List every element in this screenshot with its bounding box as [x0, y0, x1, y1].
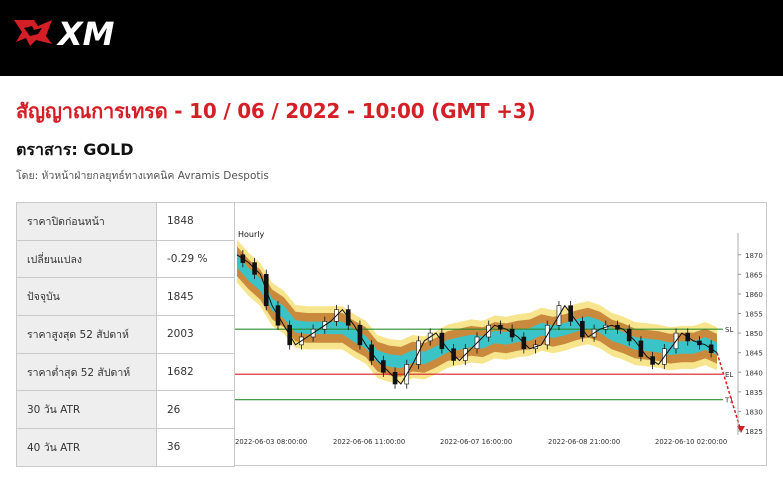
x-tick-label: 2022-06-07 16:00:00 [440, 438, 512, 446]
x-tick-label: 2022-06-06 11:00:00 [333, 438, 405, 446]
y-tick-label: 1840 [745, 369, 763, 377]
band-light [237, 239, 717, 384]
logo-text: XM [56, 15, 115, 50]
price-line [236, 254, 718, 385]
stat-value: 26 [156, 390, 235, 430]
y-tick-label: 1835 [745, 389, 763, 397]
stats-table: ราคาปิดก่อนหน้า 1848 เปลี่ยนแปลง -0.29 % ปัจ… [16, 202, 235, 467]
instrument-label: ตราสาร: GOLD [16, 140, 134, 159]
stats-row: ราคาต่ำสุด 52 สัปดาห์ 1682 [16, 352, 235, 392]
stats-row: ปัจจุบัน 1845 [16, 277, 235, 317]
author-byline: โดย: หัวหน้าฝ่ายกลยุทธ์ทางเทคนิค Avramis… [16, 170, 269, 182]
stat-label: ราคาสูงสุด 52 สัปดาห์ [16, 315, 157, 354]
x-tick-label: 2022-06-03 08:00:00 [235, 438, 307, 446]
y-tick-label: 1850 [745, 330, 763, 338]
xm-logo[interactable]: XM [12, 14, 132, 50]
stat-value: -0.29 % [156, 239, 235, 279]
stat-label: 30 วัน ATR [16, 390, 157, 430]
y-tick-label: 1845 [745, 350, 763, 358]
y-tick-label: 1865 [745, 271, 763, 279]
stat-value: 1682 [156, 352, 235, 392]
stat-label: ปัจจุบัน [16, 277, 157, 317]
site-header: XM [0, 0, 783, 76]
stat-label: เปลี่ยนแปลง [16, 239, 157, 279]
y-tick-label: 1860 [745, 291, 763, 299]
stats-row: เปลี่ยนแปลง -0.29 % [16, 239, 235, 279]
y-tick-label: 1855 [745, 311, 763, 319]
stat-label: ราคาต่ำสุด 52 สัปดาห์ [16, 352, 157, 392]
y-tick-label: 1825 [745, 428, 763, 436]
stat-value: 1848 [156, 202, 235, 241]
stat-value: 36 [156, 428, 235, 467]
x-tick-label: 2022-06-08 21:00:00 [548, 438, 620, 446]
stat-label: ราคาปิดก่อนหน้า [16, 202, 157, 241]
stat-value: 2003 [156, 315, 235, 354]
projection-arrow [716, 352, 742, 432]
projection-arrowhead [737, 426, 745, 433]
stat-value: 1845 [156, 277, 235, 317]
y-tick-label: 1830 [745, 408, 763, 416]
level-label-sl: SL [725, 326, 733, 334]
stats-row: ราคาสูงสุด 52 สัปดาห์ 2003 [16, 315, 235, 354]
stats-row: 30 วัน ATR 26 [16, 390, 235, 430]
x-tick-label: 2022-06-10 02:00:00 [655, 438, 727, 446]
page-title: สัญญาณการเทรด - 10 / 06 / 2022 - 10:00 (… [16, 99, 536, 123]
level-label-t1: T1 [724, 397, 734, 405]
band-outer [237, 246, 717, 377]
stat-label: 40 วัน ATR [16, 428, 157, 467]
level-label-el: EL [725, 371, 733, 379]
y-tick-label: 1870 [745, 252, 763, 260]
timeframe-label: Hourly [238, 230, 264, 239]
stats-row: 40 วัน ATR 36 [16, 428, 235, 467]
chart-svg: Hourly SL EL T1 1870 1865 1860 1855 1850 1845 1840… [235, 230, 763, 446]
stats-row: ราคาปิดก่อนหน้า 1848 [16, 202, 235, 241]
band-inner [237, 255, 717, 369]
price-chart: Hourly SL EL T1 1870 1865 1860 1855 1850 1845 1840… [235, 202, 767, 466]
